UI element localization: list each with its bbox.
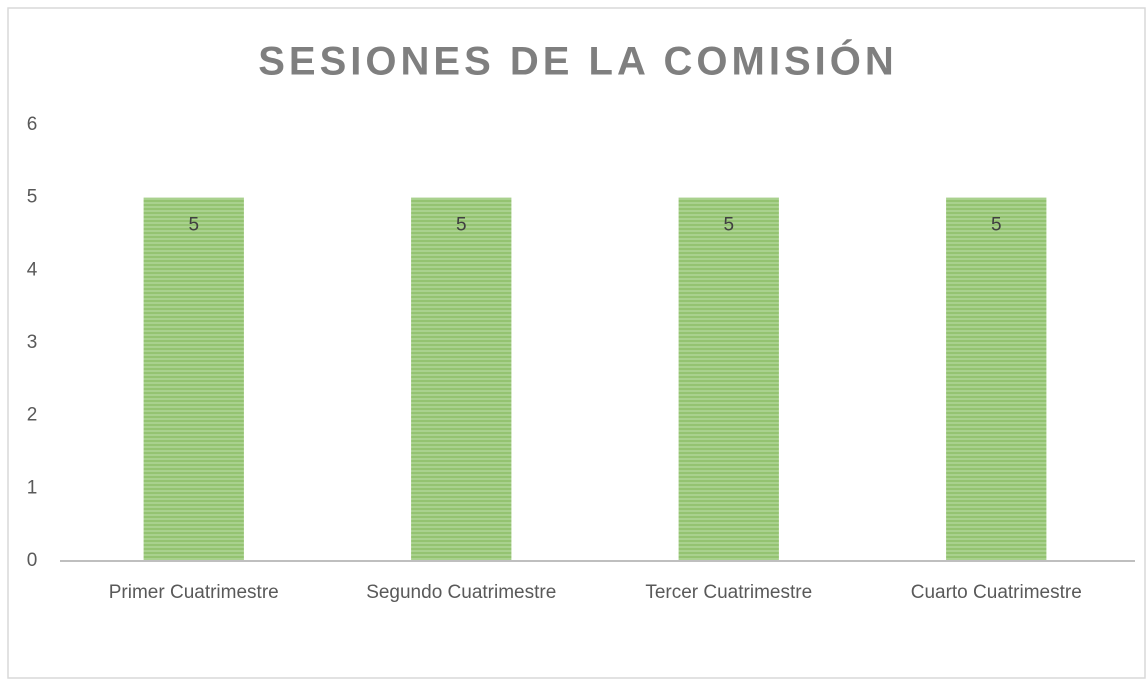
x-tick-label: Tercer Cuatrimestre (645, 582, 812, 603)
bar (143, 197, 244, 561)
x-tick-label: Primer Cuatrimestre (109, 582, 279, 603)
data-label: 5 (723, 215, 734, 236)
y-tick-label: 2 (27, 405, 38, 426)
x-tick-label: Cuarto Cuatrimestre (911, 582, 1082, 603)
y-tick-label: 5 (27, 187, 38, 208)
y-tick-label: 0 (27, 550, 38, 571)
x-tick-label: Segundo Cuatrimestre (366, 582, 556, 603)
data-label: 5 (991, 215, 1002, 236)
bar (678, 197, 779, 561)
y-tick-label: 3 (27, 332, 38, 353)
y-tick-label: 4 (27, 259, 38, 280)
y-tick-label: 6 (27, 114, 38, 135)
bar (411, 197, 512, 561)
data-label: 5 (188, 215, 199, 236)
data-label: 5 (456, 215, 467, 236)
y-tick-label: 1 (27, 477, 38, 498)
chart-title: SESIONES DE LA COMISIÓN (258, 38, 897, 84)
bar (946, 197, 1047, 561)
